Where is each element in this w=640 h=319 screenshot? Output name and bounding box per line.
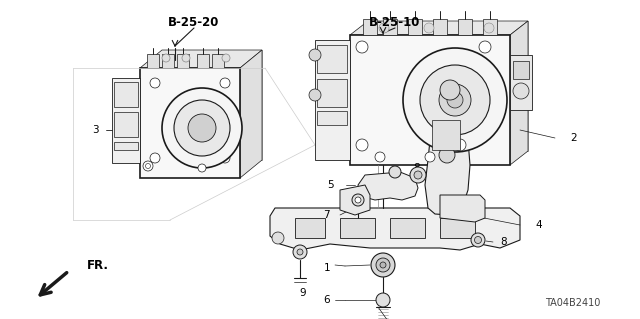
Text: 6: 6 [323, 295, 330, 305]
Circle shape [272, 232, 284, 244]
Bar [197, 54, 209, 68]
Polygon shape [510, 21, 528, 165]
Circle shape [410, 167, 426, 183]
Bar [340, 218, 375, 238]
Circle shape [355, 197, 361, 203]
Circle shape [379, 23, 389, 33]
Bar [317, 111, 347, 125]
Bar [408, 19, 422, 35]
Bar [483, 19, 497, 35]
Circle shape [479, 41, 491, 53]
Bar [458, 19, 472, 35]
Bar [513, 61, 529, 79]
Polygon shape [350, 21, 528, 35]
Polygon shape [425, 56, 475, 215]
Polygon shape [340, 185, 370, 215]
Bar [510, 55, 532, 110]
Polygon shape [368, 21, 528, 151]
Circle shape [352, 194, 364, 206]
Text: TA04B2410: TA04B2410 [545, 298, 600, 308]
Bar [114, 82, 138, 107]
Text: 9: 9 [300, 288, 307, 298]
Circle shape [293, 245, 307, 259]
Circle shape [309, 89, 321, 101]
Circle shape [454, 139, 466, 151]
Circle shape [439, 147, 455, 163]
Circle shape [198, 164, 206, 172]
Circle shape [375, 152, 385, 162]
Text: 7: 7 [323, 210, 330, 220]
Bar [162, 54, 174, 68]
Bar [390, 218, 425, 238]
Circle shape [471, 233, 485, 247]
Circle shape [439, 84, 471, 116]
Polygon shape [270, 208, 520, 250]
Circle shape [440, 80, 460, 100]
Circle shape [484, 23, 494, 33]
Circle shape [376, 293, 390, 307]
Bar [433, 19, 447, 35]
Bar [177, 54, 189, 68]
Circle shape [174, 100, 230, 156]
Circle shape [420, 65, 490, 135]
Text: 1: 1 [323, 263, 330, 273]
Bar [295, 218, 325, 238]
Circle shape [297, 249, 303, 255]
Circle shape [371, 253, 395, 277]
Text: FR.: FR. [87, 259, 109, 272]
Circle shape [474, 236, 481, 243]
Circle shape [356, 139, 368, 151]
Circle shape [162, 88, 242, 168]
Bar [112, 78, 140, 163]
Circle shape [425, 152, 435, 162]
Bar [350, 35, 510, 165]
Bar [114, 142, 138, 150]
Bar [315, 40, 350, 160]
Bar [114, 112, 138, 137]
Text: 2: 2 [570, 133, 577, 143]
Circle shape [150, 153, 160, 163]
Circle shape [222, 54, 230, 62]
Circle shape [150, 78, 160, 88]
Text: 4: 4 [535, 220, 541, 230]
Circle shape [447, 92, 463, 108]
Polygon shape [440, 195, 485, 222]
Text: 8: 8 [413, 163, 420, 173]
Circle shape [380, 262, 386, 268]
Text: 8: 8 [500, 237, 507, 247]
Polygon shape [358, 172, 418, 200]
Bar [440, 218, 475, 238]
Bar [363, 19, 377, 35]
Circle shape [188, 114, 216, 142]
Bar [140, 68, 240, 178]
Text: 5: 5 [328, 180, 334, 190]
Bar [147, 54, 159, 68]
Polygon shape [162, 50, 262, 160]
Circle shape [403, 48, 507, 152]
Circle shape [424, 23, 434, 33]
Text: B-25-10: B-25-10 [369, 16, 420, 28]
Bar [212, 54, 224, 68]
Circle shape [182, 54, 190, 62]
Circle shape [389, 166, 401, 178]
Circle shape [220, 78, 230, 88]
Circle shape [376, 258, 390, 272]
Circle shape [414, 171, 422, 179]
Bar [317, 79, 347, 107]
Text: B-25-20: B-25-20 [168, 16, 220, 28]
Circle shape [513, 83, 529, 99]
Bar [317, 45, 347, 73]
Circle shape [145, 164, 150, 168]
Circle shape [220, 153, 230, 163]
Bar [432, 120, 460, 150]
Text: 3: 3 [92, 125, 99, 135]
Circle shape [162, 54, 170, 62]
Circle shape [356, 41, 368, 53]
Circle shape [143, 161, 153, 171]
Circle shape [309, 49, 321, 61]
Bar [383, 19, 397, 35]
Polygon shape [240, 50, 262, 178]
Polygon shape [140, 50, 262, 68]
